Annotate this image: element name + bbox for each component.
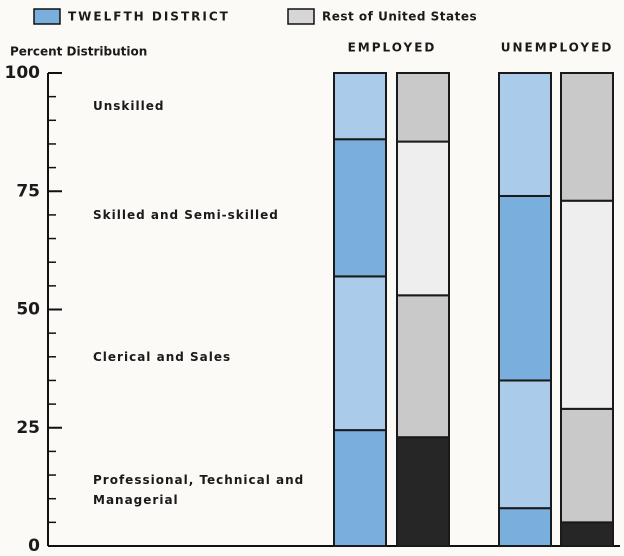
- bar-segment: [396, 436, 450, 547]
- bar-segment: [333, 429, 387, 547]
- segment-label: Clerical and Sales: [93, 350, 232, 364]
- bar-segment: [333, 275, 387, 432]
- bar-segment: [396, 294, 450, 439]
- segment-label: Unskilled: [93, 99, 165, 113]
- y-axis-label: Percent Distribution: [10, 45, 147, 59]
- y-tick-label: 0: [28, 536, 40, 556]
- bar-segment: [333, 72, 387, 141]
- bar-segment: [560, 199, 614, 410]
- legend-swatch: [287, 8, 315, 25]
- bar-segment: [333, 138, 387, 278]
- bar-segment: [396, 140, 450, 297]
- bar-segment: [560, 407, 614, 524]
- legend-label: Rest of United States: [322, 10, 477, 24]
- group-label: UNEMPLOYED: [501, 41, 614, 55]
- segment-label: Professional, Technical and Managerial: [93, 473, 305, 507]
- y-tick-label: 50: [16, 300, 40, 320]
- bar-segment: [498, 379, 552, 510]
- group-label: EMPLOYED: [348, 41, 437, 55]
- legend-label: TWELFTH DISTRICT: [68, 10, 230, 24]
- y-tick-label: 100: [5, 63, 41, 83]
- bar-segment: [498, 72, 552, 197]
- segment-label: Skilled and Semi-skilled: [93, 208, 279, 222]
- y-tick-label: 25: [16, 418, 40, 438]
- bar-segment: [498, 507, 552, 548]
- bar-segment: [560, 521, 614, 547]
- bar-segment: [560, 72, 614, 202]
- y-tick-label: 75: [16, 181, 40, 201]
- bar-segment: [498, 194, 552, 382]
- legend-swatch: [33, 8, 61, 25]
- bar-segment: [396, 72, 450, 143]
